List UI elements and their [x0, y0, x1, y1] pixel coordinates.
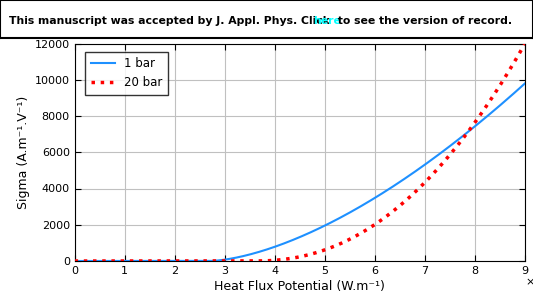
20 bar [94, 259, 101, 263]
1 bar [508, 93, 515, 97]
1 bar [278, 242, 285, 246]
Legend: 1 bar, 20 bar: 1 bar, 20 bar [85, 52, 168, 95]
20 bar [71, 259, 78, 263]
20 bar [278, 258, 285, 261]
1 bar [522, 82, 528, 85]
1 bar [290, 238, 297, 242]
20 bar [508, 64, 515, 68]
X-axis label: Heat Flux Potential (W.m⁻¹): Heat Flux Potential (W.m⁻¹) [214, 280, 385, 293]
20 bar [426, 176, 432, 180]
Text: This manuscript was accepted by J. Appl. Phys. Click: This manuscript was accepted by J. Appl.… [9, 16, 334, 26]
1 bar [426, 160, 432, 163]
Line: 1 bar: 1 bar [75, 83, 525, 261]
Text: ×10⁴: ×10⁴ [525, 277, 533, 287]
20 bar [522, 42, 528, 45]
Line: 20 bar: 20 bar [75, 44, 525, 261]
20 bar [290, 256, 297, 260]
1 bar [508, 93, 515, 97]
1 bar [71, 259, 78, 263]
Y-axis label: Sigma (A.m⁻¹.V⁻¹): Sigma (A.m⁻¹.V⁻¹) [18, 96, 30, 209]
Text: here: here [313, 16, 341, 26]
Text: to see the version of record.: to see the version of record. [334, 16, 512, 26]
1 bar [94, 259, 101, 263]
20 bar [508, 64, 515, 68]
